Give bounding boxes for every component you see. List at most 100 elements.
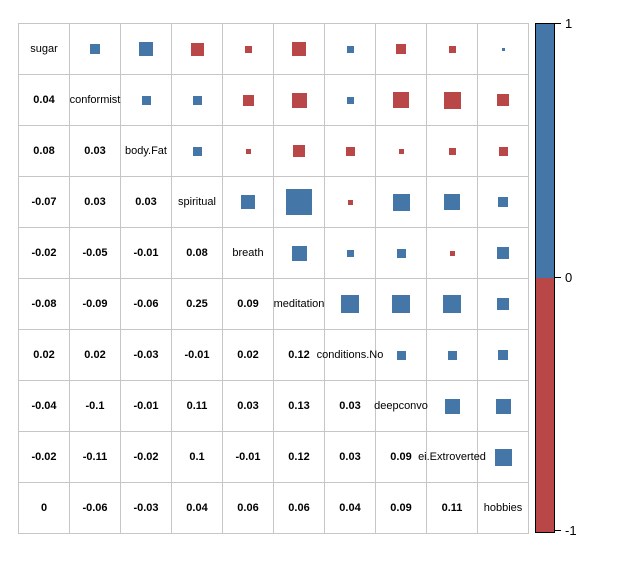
diagonal-variable-label: ei.Extroverted [418, 451, 486, 463]
matrix-cell-9-1: -0.02 [19, 432, 70, 483]
colorbar-label-max: 1 [565, 16, 573, 31]
correlation-value: 0.03 [339, 451, 361, 463]
colorbar-label-min: -1 [565, 523, 577, 538]
correlation-square [90, 44, 100, 54]
correlation-value: 0.04 [33, 94, 55, 106]
matrix-cell-1-3 [121, 24, 172, 75]
diagonal-variable-label: conditions.No [316, 349, 384, 361]
matrix-cell-2-8 [376, 75, 427, 126]
diagonal-variable-label: deepconvo [374, 400, 428, 412]
matrix-cell-5-9 [427, 228, 478, 279]
matrix-cell-1-2 [70, 24, 121, 75]
matrix-cell-3-2: 0.03 [70, 126, 121, 177]
matrix-cell-9-2: -0.11 [70, 432, 121, 483]
matrix-cell-9-6: 0.12 [274, 432, 325, 483]
correlation-square [497, 94, 509, 106]
correlation-square [286, 189, 312, 215]
correlation-square [398, 148, 404, 154]
correlation-value: 0.11 [441, 502, 463, 514]
diagonal-variable-label: hobbies [483, 502, 523, 514]
matrix-cell-10-10: hobbies [478, 483, 529, 534]
correlation-square [190, 42, 204, 56]
matrix-cell-9-5: -0.01 [223, 432, 274, 483]
correlation-value: -0.1 [85, 400, 105, 412]
correlation-square [245, 148, 251, 154]
correlation-value: -0.02 [133, 451, 159, 463]
correlation-square [141, 95, 151, 105]
matrix-cell-6-7 [325, 279, 376, 330]
matrix-cell-8-3: -0.01 [121, 381, 172, 432]
correlation-square [443, 91, 461, 109]
matrix-cell-4-8 [376, 177, 427, 228]
matrix-cell-5-2: -0.05 [70, 228, 121, 279]
matrix-cell-9-7: 0.03 [325, 432, 376, 483]
matrix-cell-3-5 [223, 126, 274, 177]
correlation-square [241, 195, 255, 209]
correlation-square [346, 96, 354, 104]
matrix-cell-6-10 [478, 279, 529, 330]
correlation-value: 0 [40, 502, 48, 514]
correlation-value: 0.06 [237, 502, 259, 514]
correlation-value: 0.04 [186, 502, 208, 514]
matrix-cell-5-3: -0.01 [121, 228, 172, 279]
matrix-cell-1-8 [376, 24, 427, 75]
diagonal-variable-label: body.Fat [125, 145, 167, 157]
correlation-value: 0.04 [339, 502, 361, 514]
matrix-cell-7-4: -0.01 [172, 330, 223, 381]
matrix-cell-2-4 [172, 75, 223, 126]
matrix-cell-2-9 [427, 75, 478, 126]
correlation-square [345, 146, 355, 156]
matrix-cell-4-3: 0.03 [121, 177, 172, 228]
correlation-value: 0.13 [288, 400, 310, 412]
matrix-cell-2-10 [478, 75, 529, 126]
matrix-cell-8-1: -0.04 [19, 381, 70, 432]
colorbar-tick-bottom [555, 530, 561, 531]
correlation-square [341, 295, 359, 313]
matrix-cell-5-6 [274, 228, 325, 279]
correlation-square [498, 350, 508, 360]
colorbar-tick-middle [555, 277, 561, 278]
matrix-cell-5-4: 0.08 [172, 228, 223, 279]
correlation-value: -0.02 [31, 451, 57, 463]
matrix-cell-4-6 [274, 177, 325, 228]
matrix-cell-1-4 [172, 24, 223, 75]
correlation-value: 0.03 [237, 400, 259, 412]
matrix-cell-3-10 [478, 126, 529, 177]
matrix-cell-2-5 [223, 75, 274, 126]
matrix-cell-6-4: 0.25 [172, 279, 223, 330]
matrix-cell-7-5: 0.02 [223, 330, 274, 381]
correlation-value: -0.07 [31, 196, 57, 208]
diagonal-variable-label: conformist [69, 94, 121, 106]
matrix-cell-6-8 [376, 279, 427, 330]
matrix-cell-10-8: 0.09 [376, 483, 427, 534]
colorbar-positive-segment [536, 24, 554, 278]
correlation-square [346, 45, 354, 53]
matrix-cell-3-1: 0.08 [19, 126, 70, 177]
matrix-cell-7-7: conditions.No [317, 330, 383, 381]
correlation-value: 0.02 [84, 349, 106, 361]
correlation-square [393, 92, 409, 108]
diagonal-variable-label: spiritual [178, 196, 216, 208]
correlation-value: 0.12 [288, 451, 310, 463]
correlation-square [192, 146, 202, 156]
matrix-cell-10-6: 0.06 [274, 483, 325, 534]
matrix-cell-6-6: meditation [274, 279, 325, 330]
matrix-cell-9-10 [478, 432, 529, 483]
correlation-value: 0.03 [339, 400, 361, 412]
correlation-value: -0.05 [82, 247, 108, 259]
correlation-square [396, 248, 406, 258]
matrix-cell-3-4 [172, 126, 223, 177]
matrix-cell-3-7 [325, 126, 376, 177]
matrix-cell-6-5: 0.09 [223, 279, 274, 330]
matrix-cell-7-9 [427, 330, 478, 381]
correlation-value: -0.01 [133, 400, 159, 412]
correlation-square [498, 146, 508, 156]
correlation-value: 0.12 [288, 349, 310, 361]
matrix-cell-9-8: 0.09 [376, 432, 427, 483]
matrix-cell-1-5 [223, 24, 274, 75]
correlation-value: -0.06 [82, 502, 108, 514]
correlation-square [494, 448, 512, 466]
matrix-cell-8-5: 0.03 [223, 381, 274, 432]
correlation-square [448, 147, 456, 155]
correlation-value: 0.09 [390, 451, 412, 463]
